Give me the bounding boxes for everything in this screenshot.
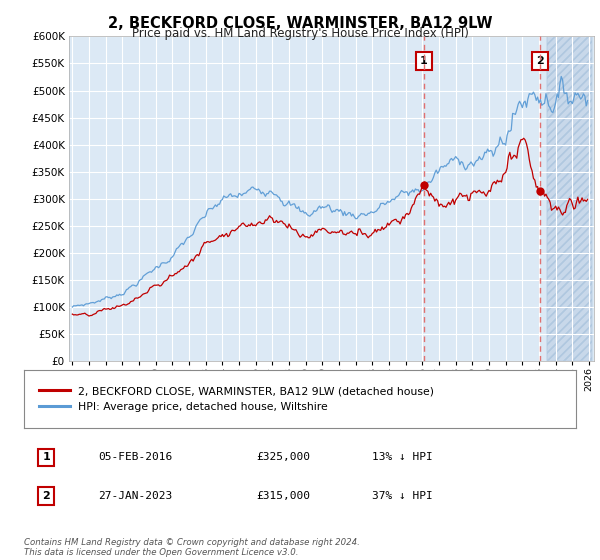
Bar bbox=[547, 36, 592, 361]
Text: £325,000: £325,000 bbox=[256, 452, 310, 463]
Bar bbox=[547, 36, 592, 361]
Text: 37% ↓ HPI: 37% ↓ HPI bbox=[372, 491, 433, 501]
Text: 1: 1 bbox=[42, 452, 50, 463]
Text: 13% ↓ HPI: 13% ↓ HPI bbox=[372, 452, 433, 463]
Text: 27-JAN-2023: 27-JAN-2023 bbox=[98, 491, 173, 501]
Text: 1: 1 bbox=[420, 56, 428, 66]
Text: Contains HM Land Registry data © Crown copyright and database right 2024.
This d: Contains HM Land Registry data © Crown c… bbox=[24, 538, 360, 557]
Text: 05-FEB-2016: 05-FEB-2016 bbox=[98, 452, 173, 463]
Legend: 2, BECKFORD CLOSE, WARMINSTER, BA12 9LW (detached house), HPI: Average price, de: 2, BECKFORD CLOSE, WARMINSTER, BA12 9LW … bbox=[35, 382, 439, 416]
Text: 2: 2 bbox=[42, 491, 50, 501]
Text: £315,000: £315,000 bbox=[256, 491, 310, 501]
Text: 2: 2 bbox=[536, 56, 544, 66]
Text: 2, BECKFORD CLOSE, WARMINSTER, BA12 9LW: 2, BECKFORD CLOSE, WARMINSTER, BA12 9LW bbox=[108, 16, 492, 31]
Text: Price paid vs. HM Land Registry's House Price Index (HPI): Price paid vs. HM Land Registry's House … bbox=[131, 27, 469, 40]
